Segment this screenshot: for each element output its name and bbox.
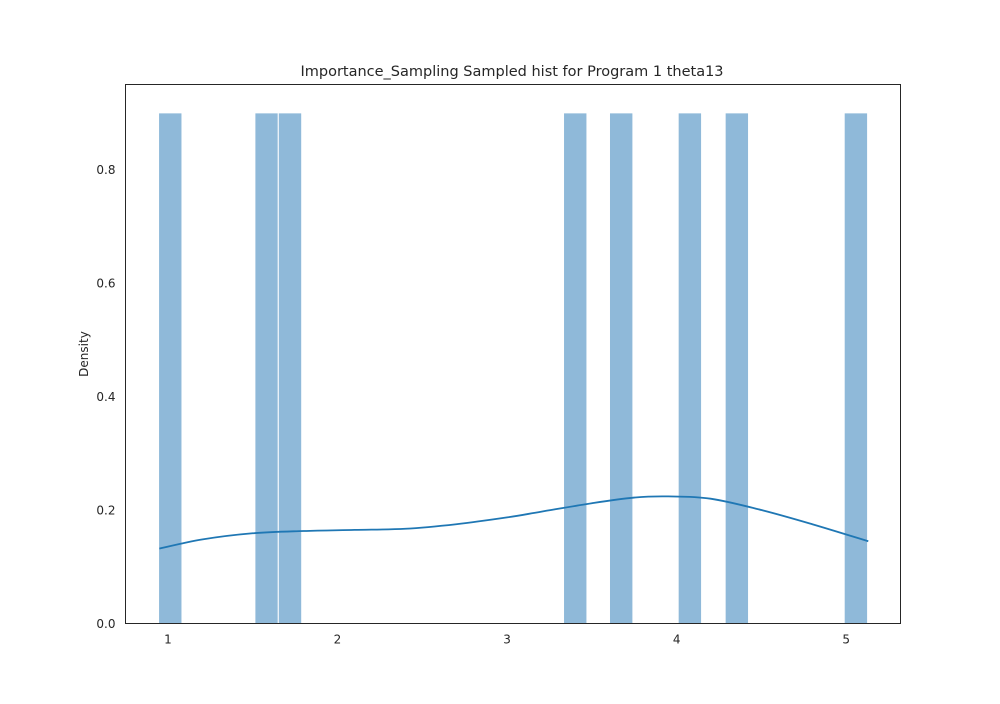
histogram-bar [277,112,303,625]
x-tick-label: 3 [503,633,511,647]
histogram-bar [563,112,588,625]
histogram-bar [608,112,634,625]
y-tick-label: 0.2 [96,504,115,518]
y-axis-label: Density [77,331,91,377]
histogram-bar [724,112,750,625]
kde-line [159,495,869,550]
y-tick-label: 0.4 [96,390,115,404]
histogram-bar [254,112,279,625]
y-tick-label: 0.6 [96,277,115,291]
x-tick-label: 5 [842,633,850,647]
histogram-bar [843,112,869,625]
x-tick-label: 2 [334,633,342,647]
bars-layer [158,112,869,625]
x-tick-label: 1 [164,633,172,647]
x-tick-labels: 1 2 3 4 5 [164,633,850,647]
chart-title: Importance_Sampling Sampled hist for Pro… [300,64,723,80]
histogram-bar [677,112,703,625]
y-tick-labels: 0.0 0.2 0.4 0.6 0.8 [96,163,115,631]
axes-frame [125,84,901,624]
y-tick-label: 0.0 [96,617,115,631]
x-tick-label: 4 [673,633,681,647]
y-tick-label: 0.8 [96,163,115,177]
kde-layer [159,495,869,550]
